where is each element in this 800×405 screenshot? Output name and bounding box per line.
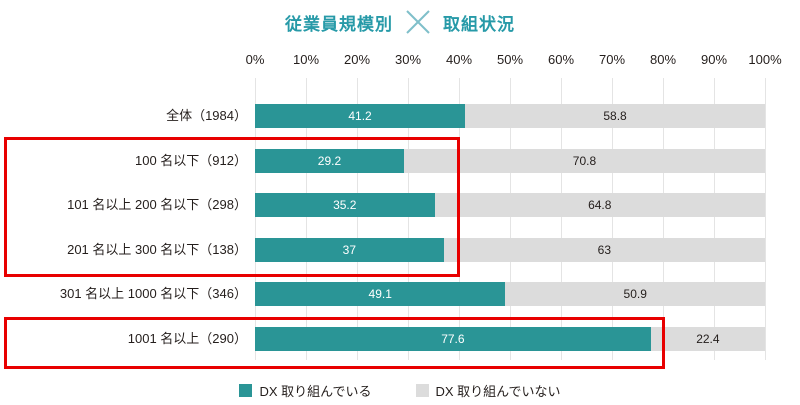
bar-segment-not-engaged: 50.9 [505, 282, 765, 306]
bar-value-label: 70.8 [572, 153, 597, 168]
bar-value-label: 49.1 [368, 287, 392, 301]
x-axis-tick-label: 80% [649, 52, 677, 67]
bar-value-label: 41.2 [348, 109, 372, 123]
bar-segment-engaged: 29.2 [255, 148, 404, 173]
x-axis-tick-label: 40% [445, 52, 473, 67]
bar-value-label: 50.9 [623, 287, 647, 301]
category-label: 全体（1984） [166, 108, 247, 123]
highlight-box-large-companies [4, 317, 665, 369]
bar-segment-not-engaged: 63 [443, 237, 765, 262]
gridline [561, 78, 562, 360]
bar-segment-not-engaged: 58.8 [465, 104, 765, 128]
category-label: 100 名以下（912） [135, 152, 247, 168]
gridline [408, 78, 409, 360]
bar-segment-not-engaged: 70.8 [403, 148, 765, 173]
legend-swatch-icon [415, 383, 429, 397]
gridline [510, 78, 511, 360]
x-axis-tick-label: 10% [292, 52, 320, 67]
gridline [306, 78, 307, 360]
gridline [612, 78, 613, 360]
bar-segment-engaged: 49.1 [255, 282, 506, 306]
cross-icon [406, 10, 430, 34]
gridline [663, 78, 664, 360]
x-axis-tick-label: 30% [394, 52, 422, 67]
x-axis-tick-label: 60% [547, 52, 575, 67]
bar-value-label: 77.6 [441, 331, 465, 346]
legend-label: DX 取り組んでいる [259, 383, 372, 399]
gridline [765, 78, 766, 360]
bar-segment-engaged: 37 [255, 237, 444, 262]
legend-swatch-icon [239, 383, 253, 397]
title-left: 従業員規模別 [285, 14, 393, 34]
legend-label: DX 取り組んでいない [435, 383, 561, 399]
bar-segment-not-engaged: 22.4 [650, 326, 765, 351]
bar-segment-not-engaged: 64.8 [434, 193, 765, 217]
gridline [714, 78, 715, 360]
x-axis-tick-label: 20% [343, 52, 371, 67]
bar-value-label: 58.8 [603, 109, 627, 123]
legend: DX 取り組んでいる DX 取り組んでいない [0, 378, 800, 402]
highlight-box-small-companies [4, 137, 460, 277]
gridline [255, 78, 256, 360]
bar-value-label: 37 [342, 242, 357, 257]
bar-segment-engaged: 77.6 [255, 326, 651, 351]
x-axis-tick-label: 90% [700, 52, 728, 67]
category-label: 301 名以上 1000 名以下（346） [59, 286, 247, 301]
bar-value-label: 22.4 [696, 331, 720, 346]
legend-item: DX 取り組んでいない [415, 381, 561, 400]
bar-segment-engaged: 41.2 [255, 104, 466, 128]
chart-title: 従業員規模別 取組状況 [0, 6, 800, 38]
bar-segment-engaged: 35.2 [255, 193, 435, 217]
x-axis-tick-label: 70% [598, 52, 626, 67]
bar-value-label: 63 [597, 242, 612, 257]
title-right: 取組状況 [443, 14, 515, 34]
x-axis-tick-label: 0% [245, 52, 265, 67]
category-label: 1001 名以上（290） [127, 330, 247, 346]
category-label: 101 名以上 200 名以下（298） [67, 197, 247, 212]
category-label: 201 名以上 300 名以下（138） [67, 241, 247, 257]
bar-value-label: 64.8 [588, 198, 612, 212]
legend-item: DX 取り組んでいる [239, 381, 372, 400]
x-axis-tick-label: 50% [496, 52, 524, 67]
x-axis-tick-label: 100% [748, 52, 782, 67]
bar-value-label: 35.2 [333, 198, 357, 212]
bar-value-label: 29.2 [317, 153, 342, 168]
gridline [357, 78, 358, 360]
